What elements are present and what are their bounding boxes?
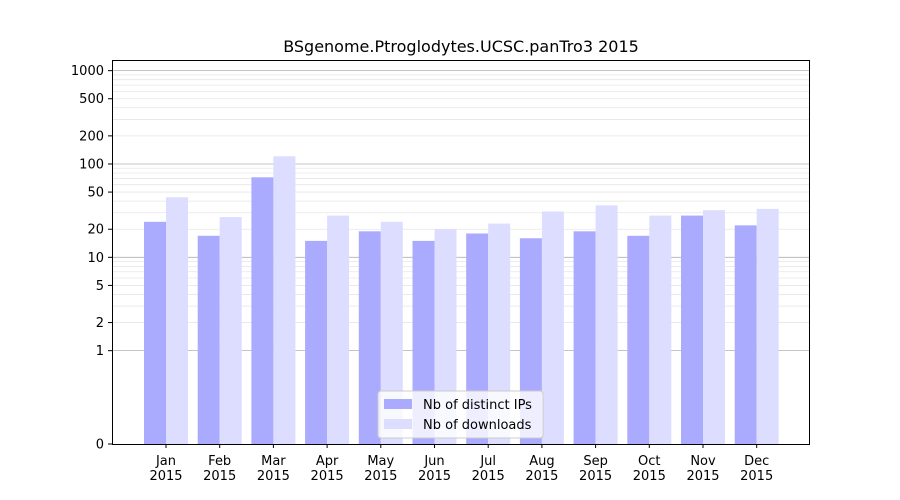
- bar-downloads: [541, 211, 564, 444]
- bar-downloads: [756, 208, 779, 444]
- bar-ips: [197, 235, 220, 444]
- bar-ips: [144, 221, 166, 444]
- bar-downloads: [380, 221, 403, 444]
- bar-downloads: [595, 205, 618, 444]
- bar-ips: [305, 240, 328, 444]
- bar-ips: [358, 231, 381, 444]
- x-tick-label: Dec 2015: [740, 454, 773, 484]
- y-tick-label: 10: [87, 251, 104, 266]
- y-tick-label: 100: [79, 157, 104, 172]
- y-tick-label: 50: [87, 186, 104, 201]
- y-tick-label: 2: [96, 316, 104, 331]
- x-tick-label: Oct 2015: [633, 454, 666, 484]
- x-tick-label: Jul 2015: [472, 454, 505, 484]
- legend-label: Nb of distinct IPs: [423, 398, 532, 413]
- y-tick-label: 200: [79, 129, 104, 144]
- bar-downloads: [703, 210, 725, 444]
- x-tick-label: Nov 2015: [686, 454, 719, 484]
- y-axis: 0 1 2 5 10 20 50 100 200 500 1000: [71, 64, 112, 453]
- legend-label: Nb of downloads: [423, 418, 532, 433]
- x-tick-label: Jun 2015: [418, 454, 451, 484]
- bar-ips: [681, 215, 703, 444]
- bar-downloads: [219, 217, 242, 444]
- legend-swatch: [384, 399, 412, 409]
- plot-frame: [112, 60, 810, 445]
- y-tick-label: 5: [96, 279, 104, 294]
- x-tick-label: Jan 2015: [149, 454, 182, 484]
- bar-ips: [251, 177, 274, 444]
- y-tick-label: 1000: [71, 64, 104, 79]
- legend: Nb of distinct IPs Nb of downloads: [377, 390, 544, 439]
- bar-ips: [627, 235, 650, 444]
- bar-downloads: [488, 223, 511, 444]
- bar-downloads: [273, 156, 296, 444]
- y-tick-label: 500: [79, 92, 104, 107]
- bar-downloads: [649, 215, 672, 444]
- x-tick-label: May 2015: [364, 454, 397, 484]
- x-tick-label: Mar 2015: [257, 454, 290, 484]
- bar-downloads: [166, 197, 188, 444]
- legend-box: [377, 390, 544, 439]
- y-tick-label: 1: [96, 344, 104, 359]
- legend-swatch: [384, 419, 412, 429]
- x-tick-label: Aug 2015: [525, 454, 558, 484]
- x-tick-label: Sep 2015: [579, 454, 612, 484]
- x-axis: Jan 2015 Feb 2015 Mar 2015 Apr 2015 May 2015 Jun 20…: [149, 444, 773, 484]
- bar-downloads: [327, 215, 350, 444]
- x-tick-label: Feb 2015: [203, 454, 236, 484]
- y-tick-label: 20: [87, 223, 104, 238]
- y-tick-label: 0: [96, 438, 104, 453]
- chart-title: BSgenome.Ptroglodytes.UCSC.panTro3 2015: [283, 37, 639, 56]
- bar-downloads: [434, 229, 457, 444]
- x-tick-label: Apr 2015: [311, 454, 344, 484]
- bar-ips: [734, 225, 757, 444]
- bar-ips: [573, 231, 596, 444]
